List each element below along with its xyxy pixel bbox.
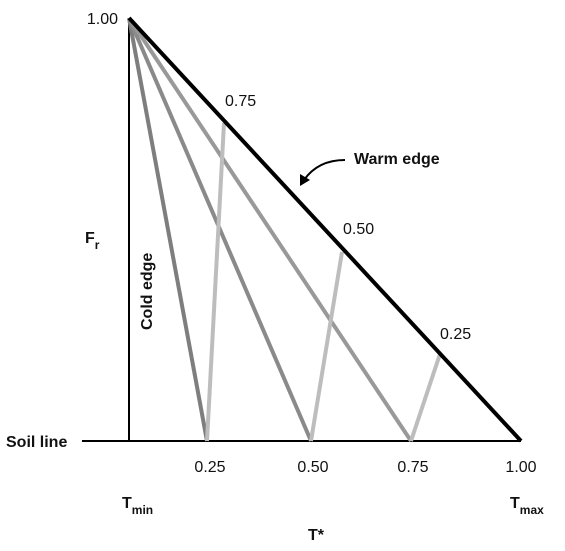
isoline-label: 0.50 bbox=[343, 221, 374, 238]
t-min-label: Tmin bbox=[122, 495, 153, 517]
t-max-label: Tmax bbox=[510, 495, 544, 517]
label-main: F bbox=[85, 230, 95, 247]
isoline-label: 0.75 bbox=[225, 93, 256, 110]
fan-line bbox=[127, 17, 209, 442]
isoline bbox=[309, 251, 344, 442]
x-tick-label: 1.00 bbox=[505, 459, 536, 476]
label-sub: r bbox=[95, 238, 100, 252]
y-axis-label: Fr bbox=[85, 230, 100, 252]
y-tick-label: 1.00 bbox=[87, 11, 118, 28]
isoline bbox=[409, 353, 442, 442]
x-tick-label: 0.25 bbox=[194, 459, 225, 476]
soil-line-label: Soil line bbox=[6, 434, 67, 451]
isoline bbox=[205, 122, 226, 442]
warm-edge-line bbox=[127, 16, 523, 443]
label-main: T bbox=[510, 495, 520, 512]
fan-line bbox=[127, 16, 413, 443]
x-tick-label: 0.75 bbox=[397, 459, 428, 476]
x-tick-label: 0.50 bbox=[297, 459, 328, 476]
isoline-label: 0.25 bbox=[440, 326, 471, 343]
arrow bbox=[303, 159, 346, 181]
label-sub: min bbox=[132, 503, 153, 517]
arrow-head bbox=[300, 174, 310, 186]
x-axis-title: T* bbox=[308, 527, 325, 544]
label-main: T bbox=[122, 495, 132, 512]
isolines bbox=[205, 122, 442, 442]
label-sub: max bbox=[520, 503, 544, 517]
cold-edge-label: Cold edge bbox=[139, 253, 156, 330]
warm-edge-label: Warm edge bbox=[354, 151, 440, 168]
